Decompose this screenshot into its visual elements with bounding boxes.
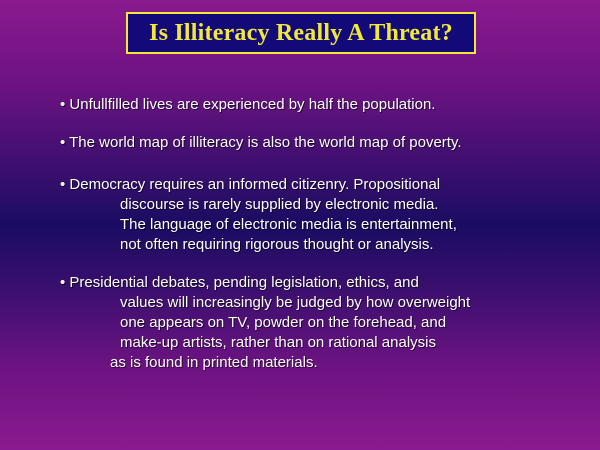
bullet-line: • Unfullfilled lives are experienced by …	[60, 96, 436, 113]
bullet-continuation-line: not often requiring rigorous thought or …	[120, 236, 434, 253]
slide-title: Is Illiteracy Really A Threat?	[149, 19, 453, 46]
bullet-line: • Presidential debates, pending legislat…	[60, 274, 419, 291]
bullet-continuation-line: as is found in printed materials.	[110, 354, 318, 371]
bullet-item-2: • The world map of illiteracy is also th…	[60, 133, 462, 153]
bullet-continuation-line: make-up artists, rather than on rational…	[120, 334, 436, 351]
bullet-item-1: • Unfullfilled lives are experienced by …	[60, 95, 435, 115]
bullet-item-4: • Presidential debates, pending legislat…	[60, 273, 470, 373]
bullet-continuation-line: The language of electronic media is ente…	[120, 216, 457, 233]
bullet-continuation-line: discourse is rarely supplied by electron…	[120, 196, 439, 213]
bullet-continuation-line: values will increasingly be judged by ho…	[120, 294, 471, 311]
bullet-item-3: • Democracy requires an informed citizen…	[60, 175, 457, 255]
slide-title-box: Is Illiteracy Really A Threat?	[126, 12, 476, 54]
bullet-line: • Democracy requires an informed citizen…	[60, 176, 441, 193]
bullet-continuation-line: one appears on TV, powder on the forehea…	[120, 314, 447, 331]
bullet-line: • The world map of illiteracy is also th…	[60, 134, 462, 151]
